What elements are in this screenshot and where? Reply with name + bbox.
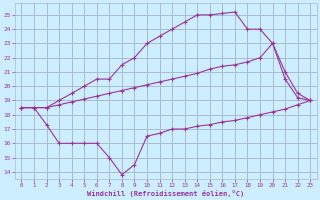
X-axis label: Windchill (Refroidissement éolien,°C): Windchill (Refroidissement éolien,°C) <box>87 190 244 197</box>
